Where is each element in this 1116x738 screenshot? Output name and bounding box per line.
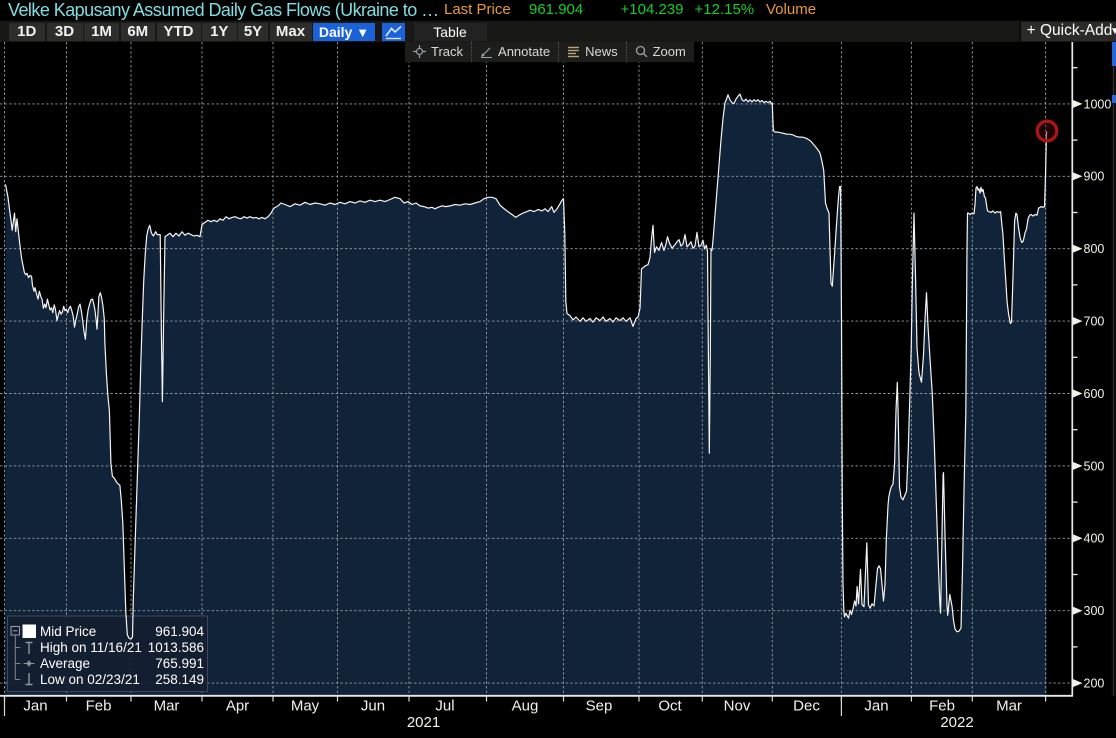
svg-text:Low on 02/23/21: Low on 02/23/21: [40, 672, 140, 687]
svg-text:Jun: Jun: [361, 698, 385, 715]
svg-text:800: 800: [1084, 242, 1105, 256]
svg-text:1013.586: 1013.586: [148, 640, 204, 655]
svg-text:900: 900: [1084, 170, 1105, 184]
svg-text:Dec: Dec: [793, 698, 820, 715]
svg-text:961.904: 961.904: [155, 624, 204, 639]
svg-text:258.149: 258.149: [155, 672, 204, 687]
svg-text:Mar: Mar: [154, 698, 180, 715]
svg-text:2022: 2022: [940, 714, 973, 731]
svg-text:200: 200: [1084, 677, 1105, 691]
svg-text:600: 600: [1084, 387, 1105, 401]
svg-text:765.991: 765.991: [155, 656, 204, 671]
svg-text:May: May: [291, 698, 320, 715]
svg-text:Jul: Jul: [435, 698, 454, 715]
svg-text:300: 300: [1084, 604, 1105, 618]
svg-text:Oct: Oct: [658, 698, 682, 715]
svg-text:400: 400: [1084, 532, 1105, 546]
svg-text:2021: 2021: [407, 714, 440, 731]
svg-text:High on 11/16/21: High on 11/16/21: [40, 640, 142, 655]
svg-text:Jan: Jan: [864, 698, 888, 715]
svg-text:Nov: Nov: [724, 698, 751, 715]
svg-text:Sep: Sep: [586, 698, 613, 715]
svg-text:Mid Price: Mid Price: [40, 624, 96, 639]
svg-text:Mar: Mar: [996, 698, 1022, 715]
svg-text:Feb: Feb: [929, 698, 955, 715]
svg-text:Aug: Aug: [512, 698, 539, 715]
svg-text:Jan: Jan: [23, 698, 47, 715]
svg-text:Apr: Apr: [226, 698, 249, 715]
svg-text:Average: Average: [40, 656, 90, 671]
svg-text:1000: 1000: [1084, 97, 1112, 111]
svg-text:Feb: Feb: [86, 698, 112, 715]
svg-text:500: 500: [1084, 459, 1105, 473]
svg-text:700: 700: [1084, 315, 1105, 329]
